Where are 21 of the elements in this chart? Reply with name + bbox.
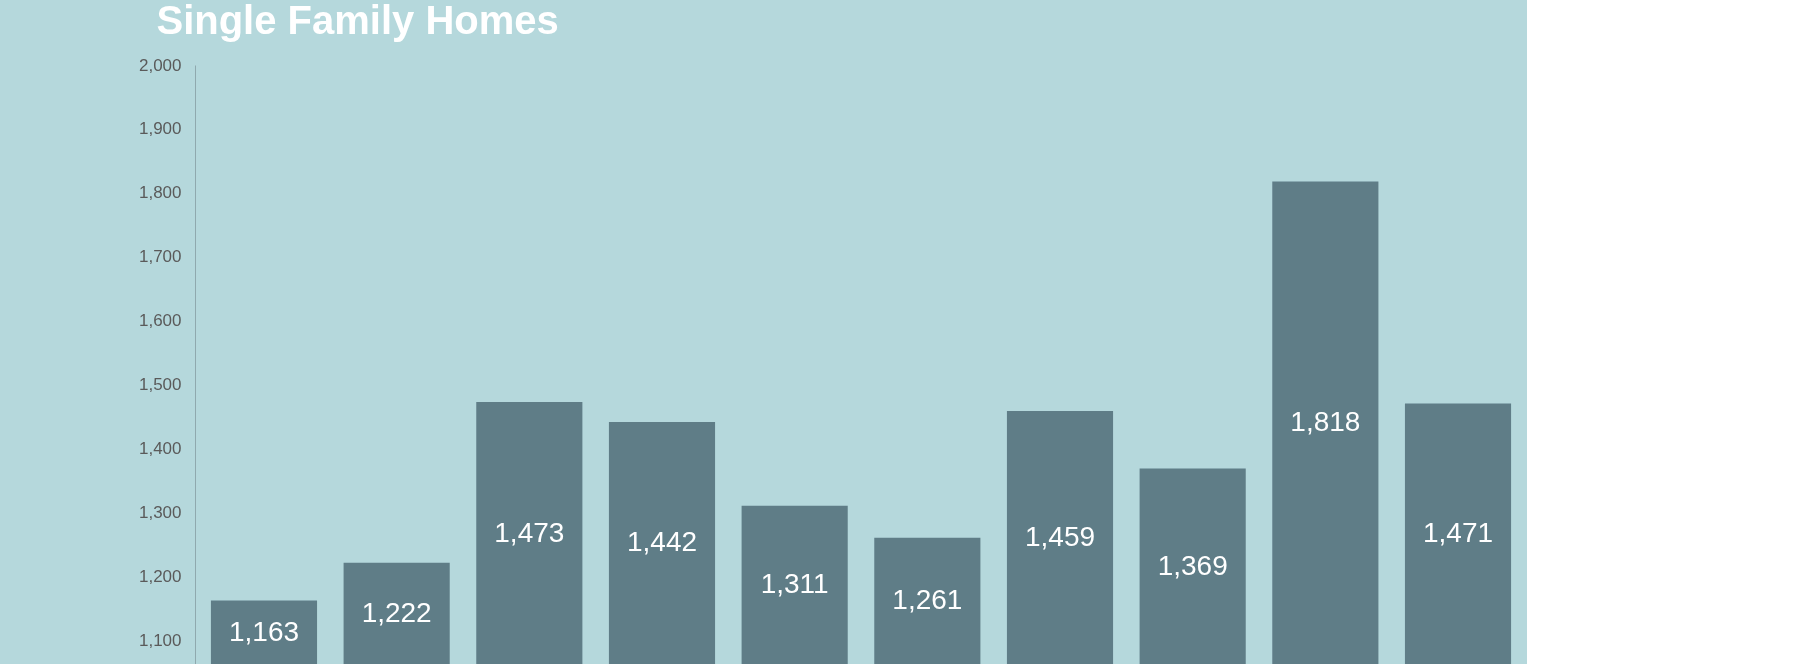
- data-label: 1,818: [1290, 406, 1361, 438]
- y-tick-label: 1,900: [138, 119, 182, 139]
- y-tick-label: 1,400: [138, 439, 182, 459]
- y-tick-label: 2,000: [138, 55, 182, 75]
- y-tick-label: 1,600: [138, 311, 182, 331]
- data-label: 1,473: [494, 516, 565, 548]
- data-label: 1,163: [228, 615, 300, 647]
- chart-title: Single Family Homes: [156, 0, 559, 42]
- y-tick-label: 1,100: [138, 631, 182, 651]
- data-label: 1,459: [1024, 521, 1096, 553]
- y-tick-label: 1,700: [138, 247, 182, 267]
- data-label: 1,222: [361, 596, 432, 628]
- y-tick-label: 1,800: [138, 183, 182, 203]
- y-tick-label: 1,200: [138, 567, 182, 587]
- data-label: 1,311: [760, 568, 829, 600]
- data-label: 1,471: [1422, 517, 1494, 549]
- data-label: 1,261: [892, 584, 963, 616]
- data-label: 1,369: [1157, 549, 1228, 581]
- y-tick-label: 1,300: [138, 503, 182, 523]
- data-label: 1,442: [626, 526, 698, 558]
- y-tick-label: 1,500: [138, 375, 182, 395]
